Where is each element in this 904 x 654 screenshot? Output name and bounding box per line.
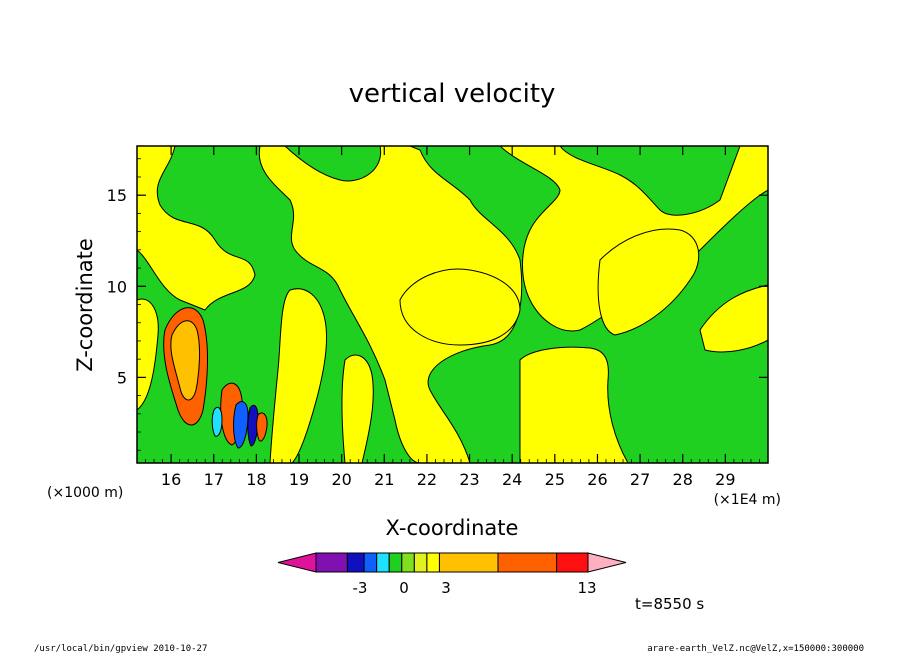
orange-core [256,412,268,442]
x-tick-label: 18 [246,470,266,489]
colorbar-min-arrow [277,552,317,573]
x-tick-label: 20 [331,470,351,489]
x-tick-label: 24 [502,470,522,489]
x-tick-label: 19 [289,470,309,489]
colorbar-segment [401,552,415,573]
x-unit-left: (×1000 m) [47,485,123,501]
orange-inner [170,320,200,401]
colorbar-label: -3 [353,579,368,597]
colorbar-segment [556,552,589,573]
colorbar-max-arrow [587,552,627,573]
colorbar-segment [315,552,348,573]
contour-field [137,146,768,463]
blue-core [247,404,259,447]
colorbar-segment [376,552,390,573]
yellow-region [341,354,374,463]
y-axis: 5 10 15 [107,158,768,451]
y-axis-label: Z-coordinate [73,238,97,372]
colorbar-segment [413,552,428,573]
colorbar-segment [346,552,365,573]
colorbar-label: 3 [441,579,451,597]
yellow-region [205,146,523,463]
footer-right: arare-earth_VelZ.nc@VelZ,x=150000:300000 [647,644,864,654]
yellow-region [597,228,700,336]
yellow-region [519,346,629,463]
colorbar-segment [388,552,403,573]
yellow-region [399,268,521,346]
x-tick-label: 26 [587,470,607,489]
colorbar-segment [497,552,558,573]
x-tick-label: 25 [545,470,565,489]
x-tick-label: 23 [459,470,479,489]
x-tick-label: 29 [715,470,735,489]
x-tick-label: 16 [161,470,181,489]
blue-core [233,401,249,449]
x-tick-label: 22 [417,470,437,489]
colorbar-label: 0 [399,579,409,597]
x-unit-right: (×1E4 m) [714,492,781,508]
x-axis: 16 17 18 19 20 21 22 23 24 25 26 27 28 29 [136,146,769,489]
cyan-core [211,406,223,437]
x-tick-label: 17 [204,470,224,489]
x-axis-label: X-coordinate [386,516,519,540]
chart-title: vertical velocity [349,79,556,109]
colorbar-segment [426,552,440,573]
x-tick-label: 21 [374,470,394,489]
colorbar-segment [438,552,499,573]
yellow-region [137,298,159,411]
x-tick-label: 28 [673,470,693,489]
yellow-region [699,284,768,353]
yellow-region [137,146,256,311]
colorbar-segment [363,552,378,573]
y-tick-label: 10 [107,277,127,296]
colorbar: -3 0 3 13 [277,552,627,597]
x-tick-label: 27 [630,470,650,489]
y-tick-label: 5 [117,368,127,387]
y-tick-label: 15 [107,186,127,205]
time-annotation: t=8550 s [635,595,704,613]
yellow-region [269,288,328,463]
footer-left: /usr/local/bin/gpview 2010-10-27 [34,644,207,654]
colorbar-label: 13 [577,579,596,597]
